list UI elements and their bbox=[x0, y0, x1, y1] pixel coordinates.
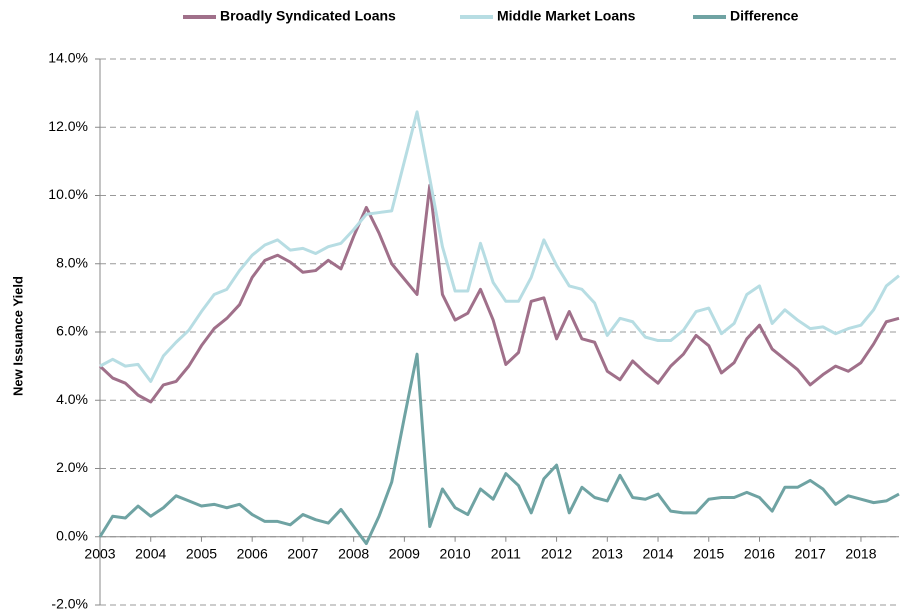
legend: Broadly Syndicated Loans Middle Market Lo… bbox=[183, 8, 799, 24]
y-tick-label: 4.0% bbox=[56, 391, 88, 407]
legend-label: Difference bbox=[730, 8, 799, 24]
series-line bbox=[99, 110, 900, 383]
x-tick-label: 2012 bbox=[541, 545, 572, 561]
y-tick-label: 2.0% bbox=[56, 459, 88, 475]
series-line bbox=[98, 352, 900, 546]
series-line bbox=[98, 183, 900, 404]
x-tick-label: 2011 bbox=[491, 545, 521, 561]
x-tick-label: 2013 bbox=[592, 545, 623, 561]
legend-label: Broadly Syndicated Loans bbox=[220, 8, 396, 24]
x-tick-label: 2003 bbox=[84, 545, 115, 561]
x-tick-label: 2018 bbox=[845, 545, 876, 561]
x-tick-label: 2004 bbox=[135, 545, 166, 561]
legend-label: Middle Market Loans bbox=[497, 8, 636, 24]
y-axis-title: New Issuance Yield bbox=[10, 276, 25, 396]
y-tick-label: 14.0% bbox=[48, 50, 88, 66]
y-tick-label: 6.0% bbox=[56, 323, 88, 339]
x-tick-label: 2006 bbox=[237, 545, 268, 561]
x-tick-label: 2017 bbox=[795, 545, 826, 561]
y-tick-label: 8.0% bbox=[56, 254, 88, 270]
y-tick-label: -2.0% bbox=[51, 596, 88, 612]
x-tick-label: 2015 bbox=[693, 545, 724, 561]
x-tick-label: 2007 bbox=[287, 545, 318, 561]
y-tick-label: 0.0% bbox=[56, 527, 88, 543]
x-tick-label: 2005 bbox=[186, 545, 217, 561]
x-tick-label: 2014 bbox=[642, 545, 673, 561]
x-tick-label: 2009 bbox=[389, 545, 420, 561]
x-tick-label: 2016 bbox=[744, 545, 775, 561]
y-tick-label: 10.0% bbox=[48, 186, 88, 202]
x-tick-label: 2008 bbox=[338, 545, 369, 561]
y-tick-label: 12.0% bbox=[48, 118, 88, 134]
x-tick-label: 2010 bbox=[440, 545, 471, 561]
